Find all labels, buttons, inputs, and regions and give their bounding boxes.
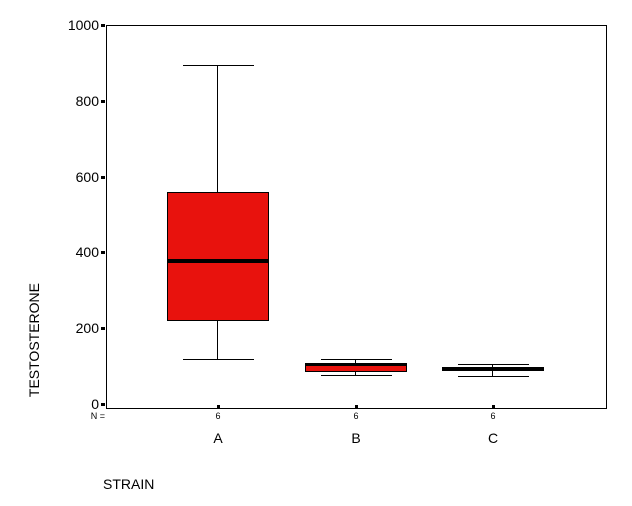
upper-whisker-line — [217, 65, 218, 192]
y-tick-label: 800 — [75, 93, 99, 109]
y-tick-label: 1000 — [67, 17, 99, 33]
lower-whisker-cap — [183, 359, 254, 360]
x-tick-mark — [492, 405, 495, 408]
y-tick-mark — [101, 100, 105, 103]
median-line — [442, 367, 544, 371]
upper-whisker-line — [355, 359, 356, 363]
y-tick-mark — [101, 251, 105, 254]
upper-whisker-cap — [321, 359, 392, 360]
category-label: C — [487, 430, 499, 446]
y-tick-mark — [101, 327, 105, 330]
lower-whisker-line — [492, 371, 493, 376]
category-label: A — [213, 430, 223, 446]
y-tick-label: 600 — [75, 169, 99, 185]
y-tick-mark — [101, 176, 105, 179]
n-count-label: 6 — [490, 411, 496, 421]
lower-whisker-cap — [458, 376, 529, 377]
x-axis-title: STRAIN — [103, 476, 155, 492]
upper-whisker-cap — [183, 65, 254, 66]
upper-whisker-cap — [458, 364, 529, 365]
y-tick-mark — [101, 403, 105, 406]
n-count-label: 6 — [215, 411, 221, 421]
n-count-label: 6 — [353, 411, 359, 421]
x-tick-mark — [217, 405, 220, 408]
y-tick-mark — [101, 24, 105, 27]
iqr-box — [167, 192, 269, 321]
median-line — [305, 363, 407, 366]
lower-whisker-line — [217, 321, 218, 359]
y-tick-label: 0 — [91, 396, 99, 412]
lower-whisker-cap — [321, 375, 392, 376]
y-axis-title: TESTOSTERONE — [26, 283, 42, 398]
median-line — [167, 259, 269, 263]
category-label: B — [351, 430, 361, 446]
upper-whisker-line — [492, 364, 493, 367]
plot-area-frame — [106, 25, 607, 409]
y-tick-label: 400 — [75, 244, 99, 260]
x-tick-mark — [355, 405, 358, 408]
lower-whisker-line — [355, 372, 356, 375]
y-tick-label: 200 — [75, 320, 99, 336]
n-equals-label: N = — [90, 411, 105, 421]
